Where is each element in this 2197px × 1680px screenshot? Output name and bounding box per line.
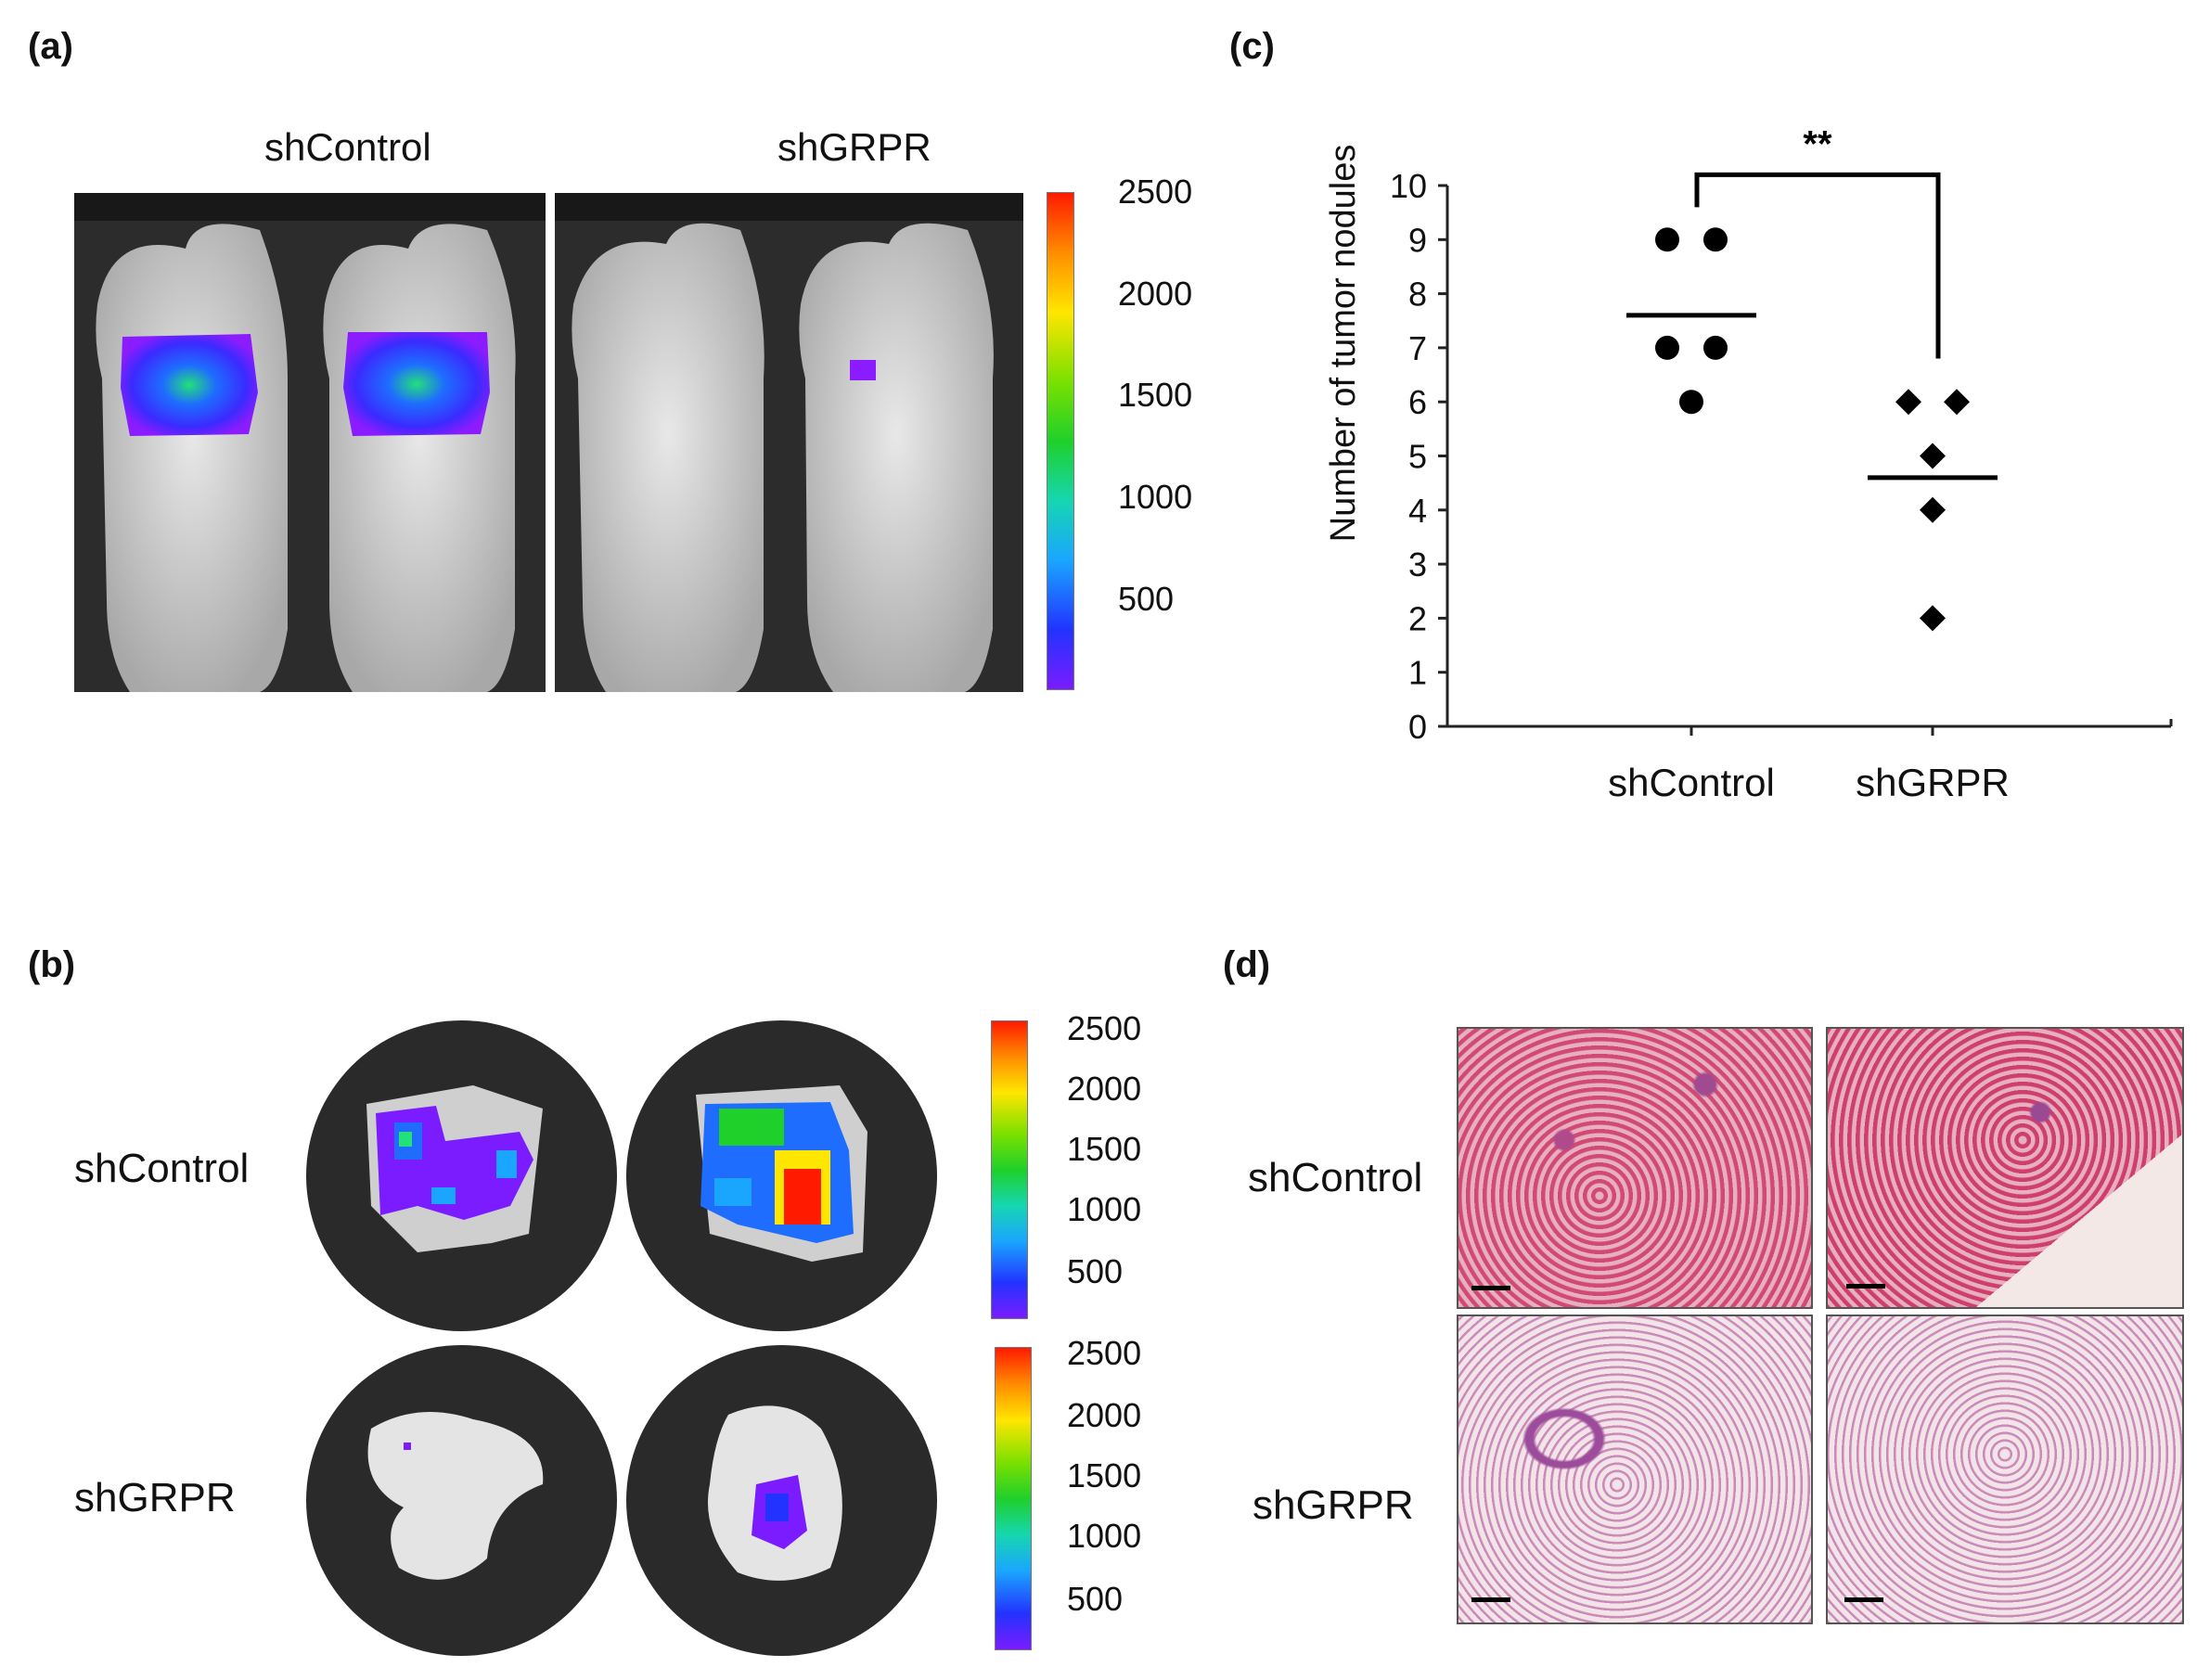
panel-b-colorbar-bottom-tick: 2500 (1067, 1334, 1142, 1372)
data-point (1920, 605, 1946, 632)
panel-b-colorbar-bottom-tick: 2000 (1067, 1396, 1142, 1434)
panel-a-colorbar-tick: 1500 (1118, 376, 1193, 414)
panel-b-colorbar-top (991, 1020, 1028, 1319)
histology-shgrpr-1 (1457, 1315, 1813, 1624)
histology-shgrpr-2 (1826, 1315, 2184, 1624)
panel-b-colorbar-bottom-tick: 500 (1067, 1580, 1124, 1618)
data-point (1895, 389, 1921, 416)
lung-image-shgrpr-2 (626, 1345, 937, 1656)
panel-a-colorbar (1047, 192, 1074, 690)
chart-y-tick-label: 4 (1408, 492, 1427, 530)
panel-a-label-shgrpr: shGRPR (777, 125, 931, 169)
data-point (1679, 390, 1703, 415)
data-point (1703, 335, 1728, 360)
panel-a-colorbar-tick: 2000 (1118, 275, 1193, 313)
tumor-nodules-chart: Number of tumor nodules 0 1 2 3 4 5 6 7 8 9 10 shC… (1324, 123, 2173, 804)
histology-shcontrol-1 (1457, 1027, 1813, 1309)
panel-b-row-label-shcontrol: shControl (74, 1146, 250, 1191)
scale-bar (1846, 1284, 1885, 1289)
mouse-image-shgrpr (555, 193, 1023, 692)
chart-y-tick-label: 1 (1408, 654, 1427, 692)
panel-b-row-label-shgrpr: shGRPR (74, 1475, 236, 1520)
chart-y-tick-label: 9 (1408, 221, 1427, 259)
panel-b-letter: (b) (28, 944, 76, 985)
panel-b-colorbar-top-tick: 1500 (1067, 1130, 1142, 1168)
chart-y-tick-label: 7 (1408, 329, 1427, 367)
data-point (1920, 496, 1946, 523)
chart-y-tick-label: 3 (1408, 545, 1427, 584)
panel-b-colorbar-top-tick: 2000 (1067, 1070, 1142, 1108)
chart-y-axis-label: Number of tumor nodules (1324, 145, 1363, 543)
chart-y-tick-label: 8 (1408, 276, 1427, 314)
significance-label: ** (1803, 123, 1832, 164)
data-point (1655, 335, 1679, 360)
data-point (1655, 227, 1679, 252)
panel-c-letter: (c) (1229, 26, 1275, 67)
panel-d-row-label-shcontrol: shControl (1248, 1155, 1423, 1200)
chart-y-tick-label: 0 (1408, 708, 1427, 746)
panel-a-label-shcontrol: shControl (264, 125, 431, 169)
panel-b-colorbar-top-tick: 1000 (1067, 1190, 1142, 1228)
significance-bracket (1694, 172, 1941, 359)
scale-bar (1844, 1597, 1883, 1602)
scale-bar (1471, 1286, 1510, 1290)
chart-y-tick-label: 2 (1408, 599, 1427, 637)
panel-a-colorbar-tick: 500 (1118, 580, 1175, 618)
panel-b-colorbar-top-tick: 500 (1067, 1252, 1124, 1290)
chart-y-tick-label: 6 (1408, 383, 1427, 421)
data-point (1703, 227, 1728, 252)
panel-b-colorbar-bottom-tick: 1000 (1067, 1517, 1142, 1555)
panel-d-letter: (d) (1223, 944, 1271, 985)
lung-image-shgrpr-1 (306, 1345, 617, 1656)
lung-image-shcontrol-2 (626, 1020, 937, 1331)
panel-a-letter: (a) (28, 26, 73, 67)
panel-d-row-label-shgrpr: shGRPR (1253, 1482, 1414, 1528)
panel-b-colorbar-bottom (995, 1347, 1032, 1650)
chart-x-tick-label: shControl (1608, 761, 1775, 804)
histology-shcontrol-2 (1826, 1027, 2184, 1309)
panel-a-colorbar-tick: 1000 (1118, 478, 1193, 516)
chart-y-tick-label: 10 (1390, 167, 1427, 205)
chart-x-tick-label: shGRPR (1856, 761, 2010, 804)
data-point (1920, 442, 1946, 469)
scale-bar (1471, 1597, 1510, 1602)
panel-a-colorbar-tick: 2500 (1118, 173, 1193, 211)
data-point (1944, 389, 1970, 416)
chart-y-tick-label: 5 (1408, 438, 1427, 476)
mouse-image-shcontrol (74, 193, 546, 692)
panel-b-colorbar-top-tick: 2500 (1067, 1009, 1142, 1047)
lung-image-shcontrol-1 (306, 1020, 617, 1331)
panel-b-colorbar-bottom-tick: 1500 (1067, 1456, 1142, 1494)
